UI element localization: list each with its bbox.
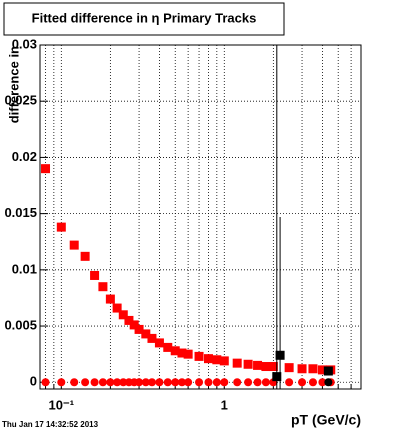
point	[284, 363, 294, 373]
point	[219, 356, 229, 366]
point	[98, 378, 107, 387]
point	[141, 329, 151, 339]
y-tick-label: 0.01	[12, 261, 37, 276]
x-tick-label: 10⁻¹	[48, 397, 74, 412]
point	[124, 315, 134, 325]
point	[163, 342, 173, 352]
point	[98, 282, 108, 292]
point	[113, 378, 122, 387]
point	[147, 333, 157, 343]
point	[212, 378, 221, 387]
point	[135, 378, 144, 387]
title-box	[3, 2, 285, 36]
point	[204, 378, 213, 387]
point	[323, 366, 333, 376]
y-axis-label: difference in	[6, 46, 21, 123]
point	[184, 378, 193, 387]
y-tick-label: 0.005	[4, 317, 37, 332]
point	[285, 378, 294, 387]
point	[268, 362, 278, 372]
point	[69, 240, 79, 250]
point	[170, 346, 180, 356]
point	[57, 378, 66, 387]
point	[177, 348, 187, 358]
point	[298, 378, 307, 387]
point	[41, 164, 51, 174]
point	[275, 350, 285, 360]
point	[317, 365, 327, 375]
point	[106, 378, 115, 387]
point	[105, 294, 115, 304]
point	[195, 378, 204, 387]
y-tick-label: 0	[30, 374, 37, 389]
point	[243, 359, 253, 369]
chart-title: Fitted difference in η Primary Tracks	[32, 10, 257, 25]
point	[203, 354, 213, 364]
x-tick-label: 1	[221, 397, 228, 412]
point	[212, 355, 222, 365]
y-tick-label: 0.02	[12, 149, 37, 164]
point	[194, 351, 204, 361]
y-tick-label: 0.015	[4, 205, 37, 220]
point	[232, 358, 242, 368]
point	[261, 362, 271, 372]
point	[253, 378, 262, 387]
point	[220, 378, 229, 387]
point	[261, 378, 270, 387]
point	[324, 378, 333, 387]
point	[244, 378, 253, 387]
point	[90, 378, 99, 387]
point	[112, 303, 122, 313]
point	[81, 378, 90, 387]
point	[141, 378, 150, 387]
point	[297, 364, 307, 374]
plot-frame	[40, 45, 361, 389]
point	[90, 270, 100, 280]
timestamp: Thu Jan 17 14:32:52 2013	[2, 420, 99, 429]
point	[272, 372, 282, 382]
point	[56, 222, 66, 232]
point	[119, 378, 128, 387]
y-tick-label: 0.025	[4, 93, 37, 108]
point	[253, 360, 263, 370]
point	[147, 378, 156, 387]
point	[318, 378, 327, 387]
point	[154, 338, 164, 348]
point	[177, 378, 186, 387]
x-axis-label: pT (GeV/c)	[291, 412, 361, 428]
point	[118, 310, 128, 320]
point	[183, 349, 193, 359]
y-tick-label: 0.03	[12, 36, 37, 51]
point	[163, 378, 172, 387]
point	[70, 378, 79, 387]
point	[155, 378, 164, 387]
plot-border	[39, 44, 362, 390]
point	[41, 378, 50, 387]
point	[134, 324, 144, 334]
point	[171, 378, 180, 387]
point	[129, 320, 139, 330]
point	[308, 378, 317, 387]
point	[233, 378, 242, 387]
point	[308, 364, 318, 374]
point	[80, 251, 90, 261]
